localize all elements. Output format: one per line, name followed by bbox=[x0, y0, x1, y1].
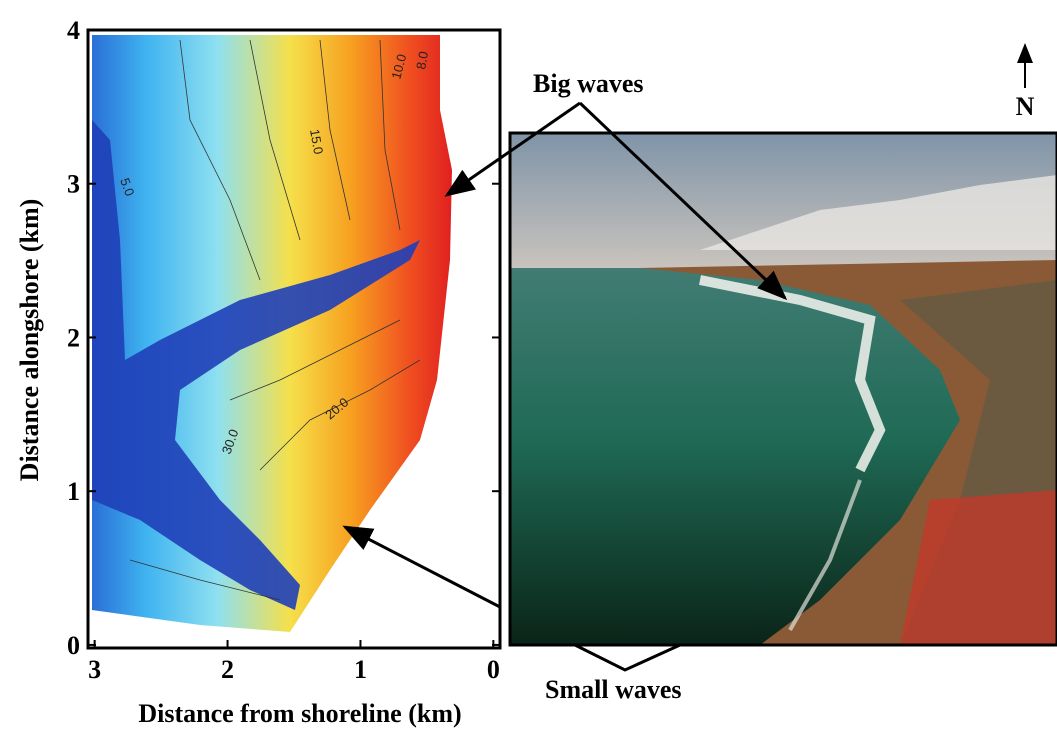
big-waves-label: Big waves bbox=[533, 69, 644, 98]
x-tick-label: 2 bbox=[221, 655, 234, 684]
x-axis-label: Distance from shoreline (km) bbox=[138, 699, 461, 728]
y-tick-label: 1 bbox=[67, 477, 80, 506]
north-label: N bbox=[1016, 92, 1035, 121]
contour-label: 8.0 bbox=[413, 50, 431, 70]
y-tick-label: 3 bbox=[67, 170, 80, 199]
small-waves-label: Small waves bbox=[545, 675, 682, 704]
x-tick-label: 0 bbox=[487, 655, 500, 684]
x-tick-label: 1 bbox=[354, 655, 367, 684]
y-tick-label: 0 bbox=[67, 631, 80, 660]
y-tick-label: 4 bbox=[67, 16, 80, 45]
aerial-photo bbox=[510, 133, 1057, 645]
y-tick-label: 2 bbox=[67, 323, 80, 352]
x-tick-label: 3 bbox=[88, 655, 101, 684]
y-axis-label: Distance alongshore (km) bbox=[15, 199, 44, 482]
figure: 5.0 10.0 15.0 20.0 30.0 8.0 321001234 Di… bbox=[0, 0, 1057, 730]
